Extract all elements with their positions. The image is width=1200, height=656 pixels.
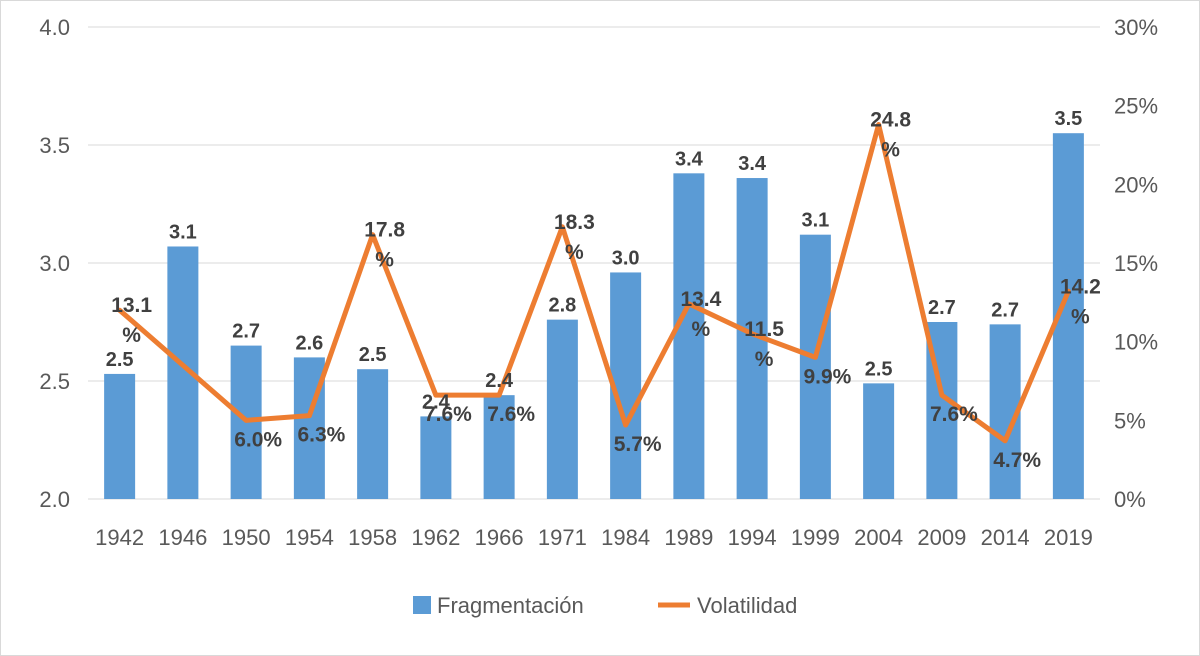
line-data-label: 11.5%: [744, 318, 784, 371]
bar-data-label: 2.7: [928, 297, 956, 319]
line-data-label: 24.8%: [870, 109, 911, 162]
x-tick-label: 2014: [981, 525, 1030, 550]
x-tick-label: 1989: [664, 525, 713, 550]
line-data-label: 13.1%: [111, 294, 152, 347]
bar: [546, 319, 578, 499]
x-tick-label: 1999: [791, 525, 840, 550]
line-data-label: 9.9%: [803, 365, 851, 388]
y-left-tick-label: 4.0: [39, 15, 70, 40]
line-data-label: 6.0%: [234, 428, 282, 451]
y-left-tick-label: 3.0: [39, 251, 70, 276]
y-right-tick-label: 25%: [1114, 94, 1158, 119]
bar-data-label: 3.1: [169, 221, 197, 243]
y-right-tick-label: 15%: [1114, 251, 1158, 276]
bar-data-label: 3.0: [612, 247, 640, 269]
bar: [357, 369, 389, 499]
bar-data-label: 2.5: [359, 344, 387, 366]
legend-swatch-fragmentacion: [413, 596, 431, 614]
bar-data-label: 3.1: [801, 210, 829, 232]
y-right-tick-label: 20%: [1114, 172, 1158, 197]
x-tick-label: 2019: [1044, 525, 1093, 550]
line-data-label: 7.6%: [487, 403, 535, 426]
line-data-label: 13.4%: [680, 288, 721, 341]
bar-data-label: 3.4: [675, 148, 704, 170]
y-right-tick-label: 0%: [1114, 487, 1146, 512]
line-data-label: 7.6%: [930, 403, 978, 426]
x-tick-label: 2004: [854, 525, 903, 550]
bar-data-label: 2.4: [422, 391, 451, 413]
bar: [673, 173, 705, 499]
bar-data-label: 2.7: [991, 299, 1019, 321]
y-left-tick-label: 3.5: [39, 133, 70, 158]
x-tick-label: 1950: [222, 525, 271, 550]
y-right-tick-label: 5%: [1114, 408, 1146, 433]
bar: [799, 234, 831, 499]
x-tick-label: 1984: [601, 525, 650, 550]
x-tick-label: 1962: [411, 525, 460, 550]
x-tick-label: 2009: [917, 525, 966, 550]
line-data-label: 4.7%: [993, 449, 1041, 472]
bar-data-label: 2.8: [548, 295, 576, 317]
bar-data-label: 2.5: [865, 358, 893, 380]
bar-data-label: 2.6: [295, 332, 323, 354]
x-tick-label: 1958: [348, 525, 397, 550]
bar-data-label: 2.4: [485, 370, 514, 392]
y-left-tick-label: 2.5: [39, 369, 70, 394]
line-data-label: 17.8%: [364, 219, 405, 272]
line-series-volatilidad: [117, 122, 1071, 444]
x-tick-label: 1942: [95, 525, 144, 550]
legend-label-volatilidad: Volatilidad: [697, 593, 797, 618]
x-tick-label: 1966: [475, 525, 524, 550]
x-tick-label: 1954: [285, 525, 334, 550]
x-tick-label: 1971: [538, 525, 587, 550]
y-right-tick-label: 10%: [1114, 330, 1158, 355]
bar: [863, 383, 895, 499]
line-data-label: 6.3%: [297, 424, 345, 447]
bar-data-label: 2.5: [106, 349, 134, 371]
x-tick-label: 1946: [158, 525, 207, 550]
bar: [104, 373, 136, 499]
bar-data-label: 3.4: [738, 153, 767, 175]
line-data-label: 5.7%: [614, 433, 662, 456]
line-data-label: 14.2%: [1060, 275, 1101, 328]
line-data-label: 7.6%: [424, 403, 472, 426]
y-left-tick-label: 2.0: [39, 487, 70, 512]
x-tick-label: 1994: [728, 525, 777, 550]
bar-data-label: 3.5: [1054, 108, 1082, 130]
bar: [420, 416, 452, 499]
y-right-tick-label: 30%: [1114, 15, 1158, 40]
legend-label-fragmentacion: Fragmentación: [437, 593, 584, 618]
bar: [483, 395, 515, 499]
line-data-label: 18.3%: [554, 211, 595, 264]
bar-data-label: 2.7: [232, 321, 260, 343]
